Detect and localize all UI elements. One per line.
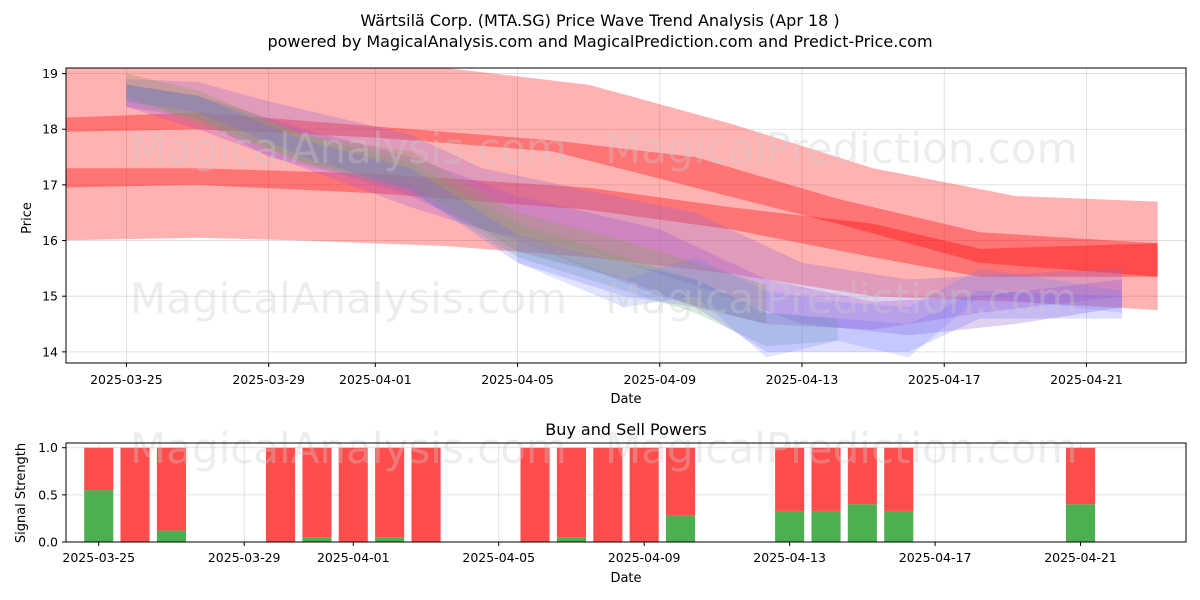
watermark-mid-right: MagicalPrediction.com <box>605 274 1078 323</box>
price-x-tick-label: 2025-04-01 <box>339 372 412 387</box>
price-y-ticks: 14 15 16 17 18 19 <box>42 66 66 359</box>
band-red-mid <box>66 168 1158 277</box>
buy-bar <box>556 537 586 542</box>
band-red-top <box>66 112 1158 277</box>
power-x-tick-label: 2025-04-17 <box>899 550 972 565</box>
sell-bar <box>811 447 841 511</box>
power-bars <box>84 447 1096 542</box>
buy-bar <box>1066 504 1096 542</box>
band-purple-2 <box>126 84 1122 330</box>
chart-title: Wärtsilä Corp. (MTA.SG) Price Wave Trend… <box>360 11 839 30</box>
price-x-tick-label: 2025-03-25 <box>90 372 163 387</box>
price-x-axis-label: Date <box>610 392 641 407</box>
sell-bar <box>520 447 550 542</box>
power-x-tick-label: 2025-04-21 <box>1044 550 1117 565</box>
sell-bar <box>84 447 114 491</box>
price-y-axis-label: Price <box>20 202 35 234</box>
price-x-ticks: 2025-03-25 2025-03-29 2025-04-01 2025-04-05… <box>90 363 1123 387</box>
band-red-wide <box>66 68 1158 311</box>
power-y-tick-label: 0.5 <box>38 487 58 502</box>
buy-bar <box>302 537 332 542</box>
sell-bar <box>666 447 696 516</box>
price-y-tick-label: 14 <box>42 344 58 359</box>
price-panel: MagicalAnalysis.com MagicalPrediction.co… <box>20 66 1187 407</box>
sell-bar <box>629 447 659 542</box>
watermark-bottom-right: MagicalPrediction.com <box>605 424 1078 473</box>
price-x-tick-label: 2025-04-21 <box>1050 372 1123 387</box>
watermark-top-left: MagicalAnalysis.com <box>130 124 567 173</box>
power-x-ticks: 2025-03-25 2025-03-29 2025-04-01 2025-04-05… <box>62 542 1117 565</box>
buy-bar <box>375 537 405 542</box>
power-y-ticks: 0.0 0.5 1.0 <box>38 440 66 550</box>
sell-bar <box>556 447 586 538</box>
price-bands <box>66 68 1158 358</box>
sell-bar <box>1066 447 1096 505</box>
power-x-tick-label: 2025-03-25 <box>62 550 135 565</box>
band-olive-1 <box>126 73 767 324</box>
watermark-mid-left: MagicalAnalysis.com <box>130 274 567 323</box>
price-axes-frame <box>65 67 1187 364</box>
buy-bar <box>666 515 696 542</box>
buy-bar <box>847 504 877 542</box>
price-x-tick-label: 2025-04-13 <box>766 372 839 387</box>
buy-bar <box>884 510 914 542</box>
price-y-tick-label: 16 <box>42 233 58 248</box>
power-y-axis-label: Signal Strength <box>14 443 29 543</box>
price-grid <box>66 68 1186 363</box>
band-purple-1 <box>126 79 1122 336</box>
price-y-tick-label: 15 <box>42 289 58 304</box>
power-x-tick-label: 2025-04-09 <box>608 550 681 565</box>
sell-bar <box>266 447 296 542</box>
price-y-tick-label: 19 <box>42 66 58 81</box>
band-blue-1 <box>126 84 1122 352</box>
sell-bar <box>302 447 332 538</box>
power-panel: Buy and Sell Powers MagicalAnalysis.com … <box>14 420 1187 586</box>
power-x-tick-label: 2025-04-01 <box>317 550 390 565</box>
price-x-tick-label: 2025-04-09 <box>623 372 696 387</box>
power-y-tick-label: 1.0 <box>38 440 58 455</box>
watermark-top-right: MagicalPrediction.com <box>605 124 1078 173</box>
watermark-bottom-left: MagicalAnalysis.com <box>130 424 567 473</box>
sell-bar <box>411 447 441 542</box>
price-x-tick-label: 2025-03-29 <box>232 372 305 387</box>
sell-bar <box>847 447 877 505</box>
band-green-1 <box>126 84 838 347</box>
price-y-tick-label: 17 <box>42 177 58 192</box>
power-x-axis-label: Date <box>610 571 641 586</box>
price-y-tick-label: 18 <box>42 122 58 137</box>
power-x-tick-label: 2025-04-13 <box>753 550 826 565</box>
sell-bar <box>375 447 405 538</box>
chart-subtitle: powered by MagicalAnalysis.com and Magic… <box>267 32 932 51</box>
power-x-tick-label: 2025-03-29 <box>208 550 281 565</box>
power-title: Buy and Sell Powers <box>545 420 707 439</box>
power-y-tick-label: 0.0 <box>38 535 58 550</box>
price-watermarks: MagicalAnalysis.com MagicalPrediction.co… <box>130 124 1078 323</box>
power-x-tick-label: 2025-04-05 <box>462 550 535 565</box>
buy-bar <box>775 510 805 542</box>
buy-bar <box>84 490 114 542</box>
buy-bar <box>811 510 841 542</box>
sell-bar <box>120 447 150 542</box>
sell-bar <box>884 447 914 511</box>
power-watermarks: MagicalAnalysis.com MagicalPrediction.co… <box>130 424 1078 473</box>
sell-bar <box>338 447 368 542</box>
band-blue-2 <box>517 240 1122 358</box>
sell-bar <box>593 447 623 542</box>
buy-bar <box>156 530 186 542</box>
sell-bar <box>156 447 186 531</box>
price-x-tick-label: 2025-04-17 <box>908 372 981 387</box>
price-x-tick-label: 2025-04-05 <box>481 372 554 387</box>
sell-bar <box>775 447 805 511</box>
power-axes-frame <box>65 442 1187 543</box>
